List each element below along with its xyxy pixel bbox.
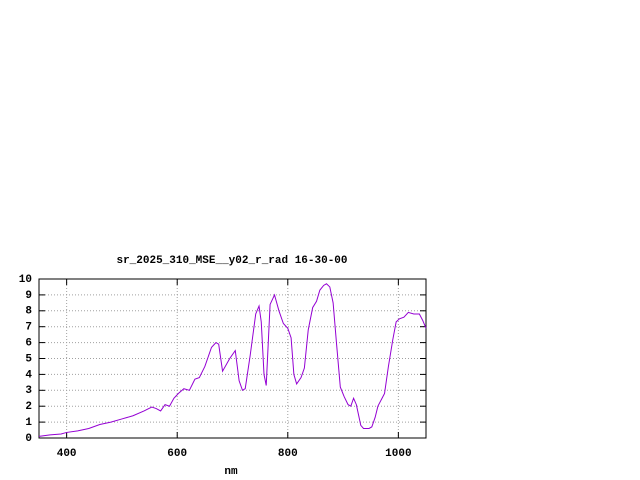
- x-tick-label: 800: [278, 448, 298, 460]
- y-tick-label: 1: [25, 417, 32, 429]
- y-tick-label: 7: [25, 322, 32, 334]
- y-tick-label: 8: [25, 306, 32, 318]
- y-tick-label: 2: [25, 401, 32, 413]
- x-tick-label: 1000: [385, 448, 411, 460]
- y-tick-label: 9: [25, 290, 32, 302]
- data-line: [38, 283, 427, 437]
- y-tick-label: 0: [25, 433, 32, 445]
- y-tick-label: 4: [25, 369, 32, 381]
- chart-title: sr_2025_310_MSE__y02_r_rad 16-30-00: [116, 255, 347, 267]
- y-tick-label: 6: [25, 338, 32, 350]
- x-tick-label: 600: [167, 448, 187, 460]
- y-tick-label: 10: [19, 274, 32, 286]
- y-tick-label: 3: [25, 385, 32, 397]
- y-tick-label: 5: [25, 353, 32, 365]
- plot-border: [38, 278, 427, 439]
- x-axis-label: nm: [224, 466, 238, 478]
- x-tick-label: 400: [57, 448, 77, 460]
